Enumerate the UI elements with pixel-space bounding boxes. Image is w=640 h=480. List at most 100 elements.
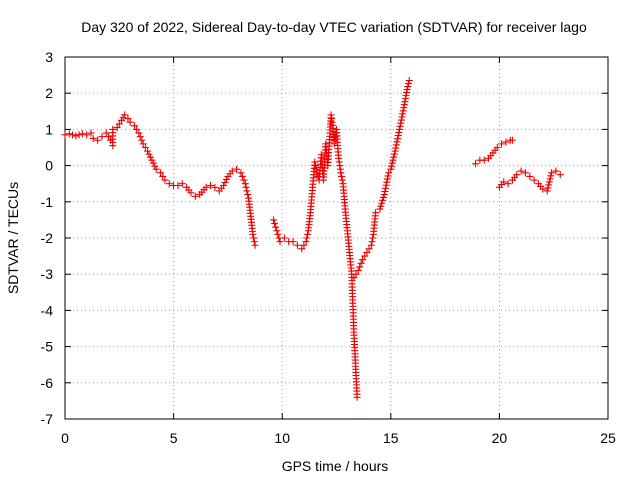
data-points [61,77,564,401]
data-point [152,165,160,173]
data-point [395,129,403,137]
data-point [365,245,373,253]
data-point [394,135,402,143]
data-point [382,184,390,192]
data-point [378,199,386,207]
data-point [392,141,400,149]
data-point [361,252,369,260]
y-tick-label: 3 [45,49,53,65]
data-point [293,241,301,249]
data-point [178,180,186,188]
data-point [380,191,388,199]
data-point [228,167,236,175]
data-point [379,193,387,201]
data-point [504,180,512,188]
data-point [280,234,288,242]
data-point [352,270,360,278]
data-point [89,134,97,142]
data-point [493,144,501,151]
data-point [381,187,389,195]
data-point [399,110,407,118]
data-point [242,183,250,191]
data-point [250,238,258,246]
data-point [353,393,361,401]
data-point [146,153,154,161]
data-point [338,172,346,180]
data-point [405,80,413,88]
data-point [383,175,391,183]
data-point [159,172,167,180]
data-point [126,118,134,126]
data-point [387,165,395,173]
data-point [136,133,144,141]
data-point [396,122,404,130]
data-point [548,169,556,177]
y-tick-label: -7 [41,411,54,427]
data-point [393,138,401,146]
data-point [237,169,245,177]
data-point [94,136,102,144]
tick-layer [64,56,609,420]
y-tick-labels: -7 -6 -5 -4 -3 -2 -1 0 1 2 3 [41,49,54,427]
data-point [102,129,110,137]
data-point [75,131,83,139]
x-axis-label: GPS time / hours [282,458,389,474]
data-point [251,241,259,249]
data-point [222,175,230,183]
data-point [271,220,279,228]
data-point [359,256,367,264]
y-tick-label: 2 [45,85,53,101]
data-point [149,159,157,167]
data-point [165,180,173,188]
data-point [545,181,553,189]
data-point [113,124,121,132]
x-tick-label: 5 [170,430,178,446]
data-point [187,189,195,197]
x-tick-label: 20 [492,430,508,446]
data-point [337,169,345,177]
data-point [157,169,165,177]
chart-title: Day 320 of 2022, Sidereal Day-to-day VTE… [81,19,587,35]
data-point [545,178,553,186]
data-point [354,267,362,275]
data-point [69,131,77,139]
data-point [372,209,380,217]
data-point [135,129,143,137]
data-point [104,133,112,141]
data-point [233,165,241,173]
data-point [404,83,412,91]
data-point [139,140,147,148]
data-point [244,191,252,199]
data-point [289,238,297,246]
data-point [174,182,182,190]
x-tick-label: 10 [274,430,290,446]
data-point [61,131,69,139]
data-point [98,133,106,141]
data-point [109,125,117,133]
data-point [391,147,399,155]
data-point [350,274,358,282]
data-point [311,158,319,166]
x-tick-label: 15 [383,430,399,446]
data-point [521,169,529,177]
data-point [83,131,91,139]
data-point [138,136,146,144]
data-point [240,176,248,184]
plot-frame [64,56,609,420]
data-point [472,160,480,168]
data-point [397,116,405,124]
data-point [300,241,308,249]
data-point [544,184,552,192]
data-point [388,162,396,170]
data-point [298,245,306,253]
data-point [276,238,284,246]
data-point [383,178,391,186]
x-tick-labels: 0 5 10 15 20 25 [61,430,616,446]
data-point [397,119,405,127]
data-point [121,111,129,119]
data-point [517,167,525,175]
data-point [382,181,390,189]
grid-layer [65,57,608,419]
data-point [191,192,199,200]
